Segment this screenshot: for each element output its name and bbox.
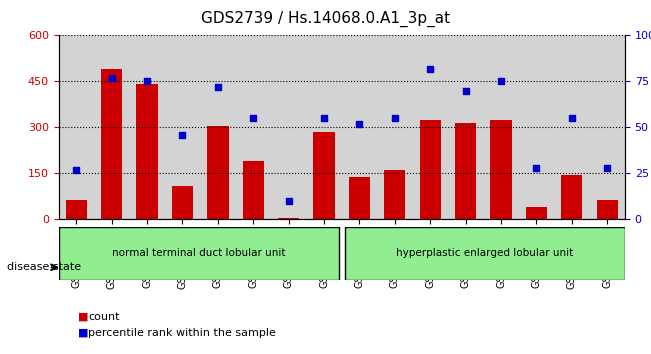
Point xyxy=(602,165,613,171)
Text: hyperplastic enlarged lobular unit: hyperplastic enlarged lobular unit xyxy=(396,248,574,258)
Bar xyxy=(455,123,477,219)
Bar xyxy=(278,218,299,219)
Point xyxy=(425,66,436,72)
Text: normal terminal duct lobular unit: normal terminal duct lobular unit xyxy=(112,248,286,258)
Point xyxy=(566,115,577,121)
FancyBboxPatch shape xyxy=(344,227,625,280)
Bar xyxy=(137,85,158,219)
Point xyxy=(213,84,223,90)
Bar xyxy=(526,207,547,219)
Bar xyxy=(313,132,335,219)
Bar xyxy=(101,69,122,219)
Text: count: count xyxy=(88,312,119,322)
Bar xyxy=(596,200,618,219)
Point xyxy=(390,115,400,121)
Text: ■: ■ xyxy=(78,328,89,338)
Bar xyxy=(207,126,229,219)
FancyBboxPatch shape xyxy=(59,227,339,280)
Text: percentile rank within the sample: percentile rank within the sample xyxy=(88,328,276,338)
Point xyxy=(71,167,81,173)
Point xyxy=(248,115,258,121)
Point xyxy=(283,198,294,204)
Point xyxy=(107,75,117,81)
Bar xyxy=(349,177,370,219)
Bar xyxy=(172,186,193,219)
Point xyxy=(142,79,152,84)
Point xyxy=(177,132,187,138)
Bar xyxy=(561,175,583,219)
Bar xyxy=(420,120,441,219)
Point xyxy=(319,115,329,121)
Text: GDS2739 / Hs.14068.0.A1_3p_at: GDS2739 / Hs.14068.0.A1_3p_at xyxy=(201,11,450,27)
Text: disease state: disease state xyxy=(7,262,81,272)
Point xyxy=(354,121,365,127)
Text: ■: ■ xyxy=(78,312,89,322)
Bar xyxy=(384,170,406,219)
Point xyxy=(496,79,506,84)
Point xyxy=(460,88,471,93)
Bar xyxy=(490,120,512,219)
Bar xyxy=(243,161,264,219)
Point xyxy=(531,165,542,171)
Bar xyxy=(66,200,87,219)
